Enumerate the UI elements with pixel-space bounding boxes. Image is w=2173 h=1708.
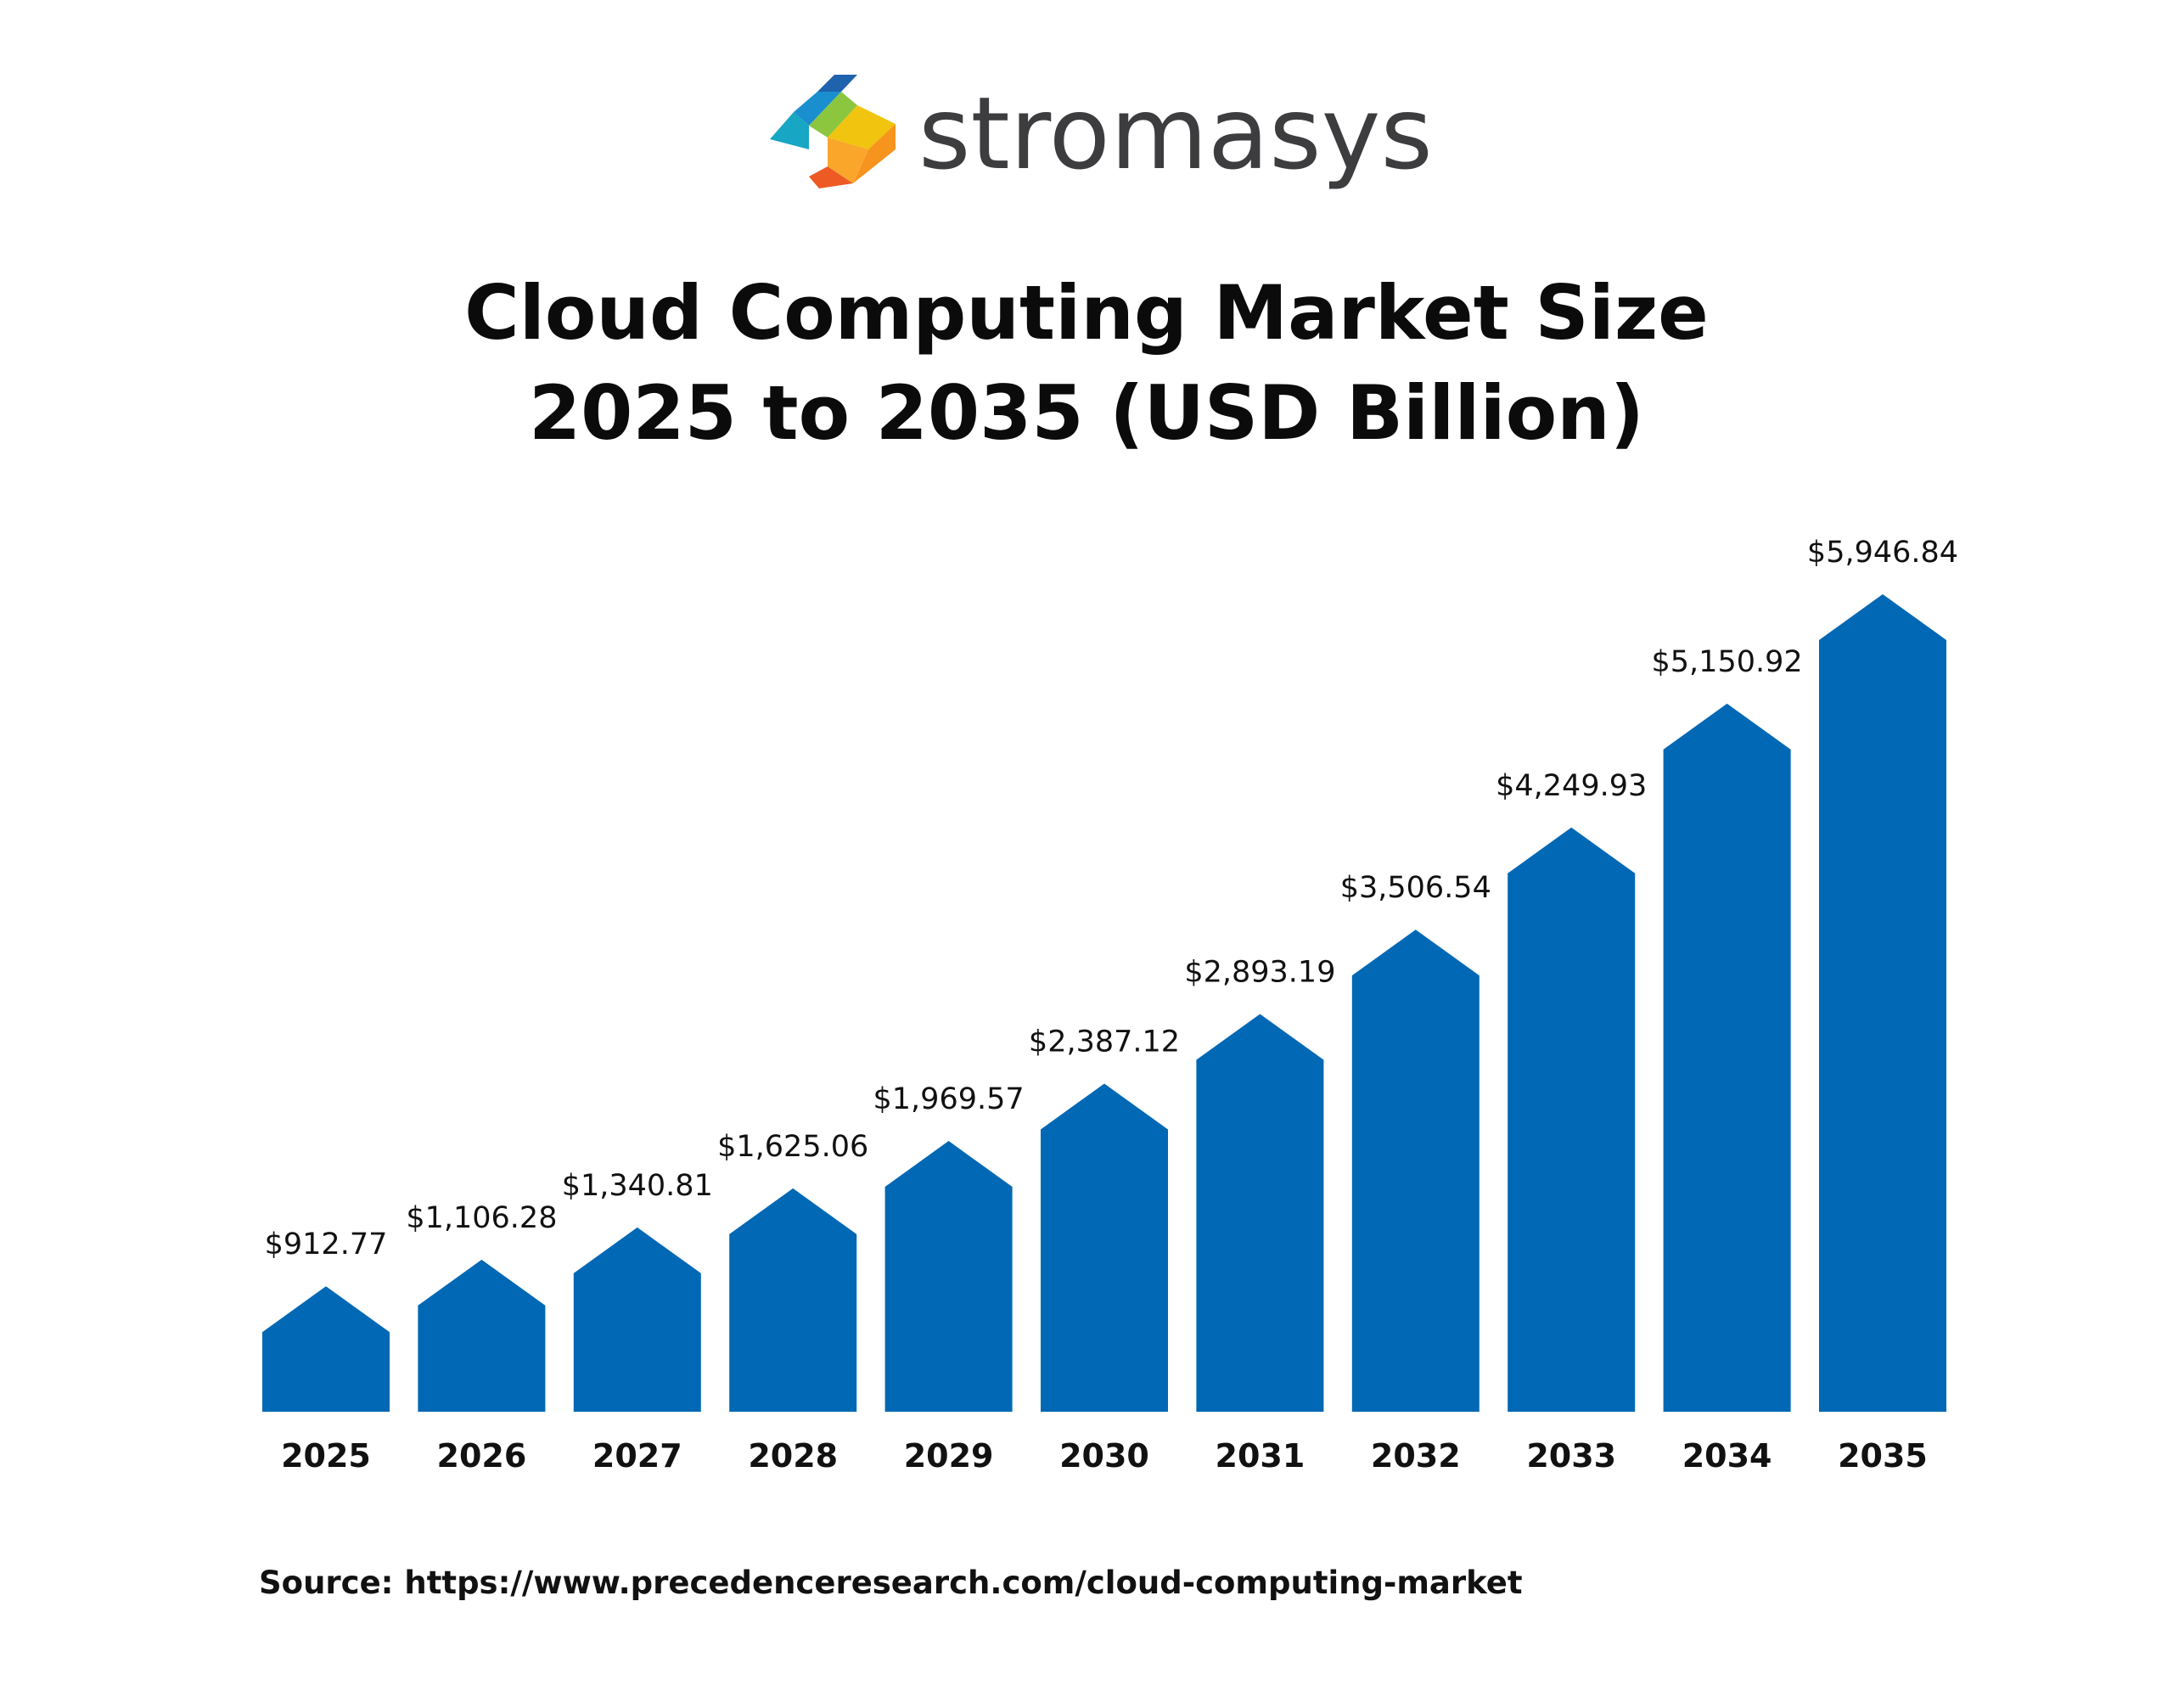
stromasys-logo: stromasys	[768, 68, 1447, 195]
category-label-2032: 2032	[1371, 1437, 1461, 1475]
chart-title-line-2: 2025 to 2035 (USD Billion)	[528, 369, 1645, 457]
value-label-2026: $1,106.28	[406, 1201, 557, 1235]
category-label-2029: 2029	[904, 1437, 994, 1475]
category-label-group: 2025 2026 2027 2028 2029 2030 2031 2032 2033 2034…	[281, 1437, 1928, 1475]
bar-2026	[418, 1259, 546, 1412]
stromasys-mark-icon	[770, 75, 896, 188]
bar-2031	[1196, 1014, 1324, 1412]
bar-2034	[1663, 703, 1791, 1412]
bar-group	[262, 594, 1946, 1412]
value-label-group: $912.77 $1,106.28$1,340.81$1,625.06$1,969…	[265, 536, 1958, 1261]
category-label-2028: 2028	[748, 1437, 838, 1475]
value-label-2030: $2,387.12	[1029, 1025, 1180, 1059]
bar-2033	[1508, 827, 1636, 1412]
bar-2029	[884, 1141, 1013, 1412]
value-label-2029: $1,969.57	[873, 1082, 1025, 1116]
category-label-2027: 2027	[592, 1437, 682, 1475]
category-label-2034: 2034	[1682, 1437, 1772, 1475]
value-label-2034: $5,150.92	[1652, 645, 1803, 679]
source-note: Source: https://www.precedenceresearch.c…	[259, 1565, 1523, 1601]
chart-title: Cloud Computing Market Size 2025 to 2035…	[0, 263, 2173, 464]
bar-2030	[1041, 1083, 1168, 1412]
category-label-2033: 2033	[1526, 1437, 1616, 1475]
category-label-2031: 2031	[1216, 1437, 1305, 1475]
category-label-2030: 2030	[1059, 1437, 1149, 1475]
bar-2025	[262, 1286, 390, 1412]
value-label-2025: $912.77	[265, 1228, 388, 1261]
logo-wordmark: stromasys	[918, 75, 1433, 192]
category-label-2026: 2026	[437, 1437, 527, 1475]
bar-2027	[573, 1227, 701, 1412]
chart-title-line-1: Cloud Computing Market Size	[464, 269, 1709, 357]
value-label-2027: $1,340.81	[562, 1169, 713, 1203]
value-label-2032: $3,506.54	[1340, 871, 1491, 905]
bar-2032	[1351, 930, 1480, 1412]
bar-2035	[1819, 594, 1946, 1412]
value-label-2035: $5,946.84	[1807, 536, 1958, 570]
category-label-2025: 2025	[281, 1437, 371, 1475]
bar-2028	[729, 1188, 857, 1412]
value-label-2033: $4,249.93	[1496, 769, 1647, 803]
category-label-2035: 2035	[1838, 1437, 1928, 1475]
value-label-2031: $2,893.19	[1184, 955, 1335, 989]
value-label-2028: $1,625.06	[717, 1130, 868, 1164]
